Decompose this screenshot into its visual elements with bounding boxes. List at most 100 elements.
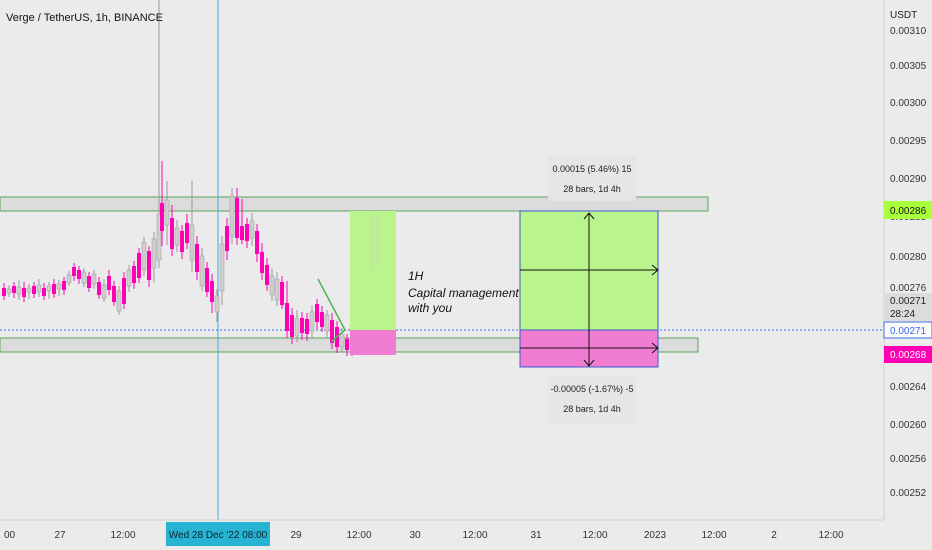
long-position-profit-zone[interactable] (350, 211, 396, 330)
last-price-text: 0.00271 (890, 296, 927, 307)
candle-up (101, 284, 107, 299)
candle-up (189, 224, 195, 261)
candle-up (66, 274, 72, 284)
time-tick-label: 12:00 (462, 530, 487, 541)
time-tick-label: 12:00 (818, 530, 843, 541)
stop-loss-price-text: 0.00268 (890, 350, 927, 361)
currency-label: USDT (890, 10, 917, 21)
candle-down (315, 304, 319, 322)
last-price-badge (884, 293, 932, 321)
measure-up-value: 0.00015 (5.46%) 15 (552, 164, 631, 174)
candle-down (122, 278, 126, 304)
price-tick-label: 0.00256 (890, 454, 927, 465)
long-position-stop-zone[interactable] (350, 330, 396, 355)
candle-down (2, 288, 6, 296)
take-profit-price-text: 0.00286 (890, 206, 927, 217)
candle-up (46, 285, 52, 292)
price-scale-background (884, 0, 932, 520)
candle-down (137, 253, 141, 278)
price-tick-label: 0.00305 (890, 61, 927, 72)
candle-up (324, 314, 330, 332)
time-tick-label: 00 (4, 530, 16, 541)
price-tick-label: 0.00300 (890, 98, 927, 109)
candle-down (285, 303, 289, 331)
time-tick-label: 30 (409, 530, 421, 541)
price-tick-label: 0.00264 (890, 382, 927, 393)
candle-down (305, 319, 309, 334)
candle-up (174, 227, 180, 246)
candle-up (309, 311, 315, 332)
time-tick-label: 29 (290, 530, 302, 541)
candle-down (160, 203, 164, 231)
measure-up-bars: 28 bars, 1d 4h (563, 184, 621, 194)
candle-up (26, 287, 32, 293)
take-profit-price-badge (884, 201, 932, 219)
candle-down (320, 312, 324, 327)
candle-up (91, 273, 97, 285)
crosshair-time-badge (166, 522, 270, 546)
time-scale[interactable]: 00 27 12:00 Wed 28 Dec '22 08:00 29 12:00 30 12… (0, 519, 932, 550)
candle-down (260, 252, 264, 273)
candle-up (269, 275, 275, 296)
time-tick-label: 2 (771, 530, 777, 541)
time-tick-label: 27 (54, 530, 66, 541)
time-tick-label: 12:00 (701, 530, 726, 541)
candle-down (330, 320, 334, 343)
candle-down (180, 231, 184, 252)
candle-down (225, 226, 229, 251)
wedge-pattern-line[interactable] (317, 278, 346, 343)
measure-arrow-right-head (651, 264, 659, 276)
candle-up (116, 290, 122, 312)
candle-down (77, 270, 81, 279)
candle-up (141, 241, 147, 271)
annotation-line-1[interactable]: 1H (408, 269, 424, 283)
candle-down (62, 281, 66, 290)
price-scale[interactable]: USDT 0.00310 0.00305 0.00300 0.00295 0.00290… (883, 0, 932, 520)
stop-loss-price-badge (884, 346, 932, 363)
price-tick-label: 0.00252 (890, 488, 927, 499)
candle-down (255, 231, 259, 254)
candle-up (6, 288, 12, 294)
current-price-badge (883, 321, 932, 339)
candle-up (294, 317, 300, 337)
candle-down (12, 286, 16, 293)
price-tick-label: 0.00280 (890, 252, 927, 263)
current-price-badge-text: 0.00271 (890, 326, 927, 337)
candle-down (112, 286, 116, 302)
candle-down (72, 267, 76, 276)
candle-up (249, 220, 255, 239)
chart-title: Verge / TetherUS, 1h, BINANCE (6, 12, 163, 24)
time-tick-label: 12:00 (582, 530, 607, 541)
candle-up (156, 213, 162, 261)
candle-down (170, 218, 174, 249)
candle-up (339, 333, 345, 348)
candle-countdown-text: 28:24 (890, 309, 915, 320)
candle-down (205, 268, 209, 292)
annotation-line-3[interactable]: with you (408, 301, 452, 315)
price-tick-label: 0.00295 (890, 136, 927, 147)
price-tick-label: 0.00276 (890, 283, 927, 294)
annotation-line-2[interactable]: Capital management (408, 286, 519, 300)
time-tick-label: 2023 (644, 530, 667, 541)
candle-down (87, 276, 91, 288)
candle-down (345, 339, 349, 350)
candle-up (199, 255, 205, 287)
candle-down (235, 198, 239, 238)
candle-up (126, 269, 132, 287)
candle-down (290, 315, 294, 337)
candle-down (52, 284, 56, 294)
candle-down (185, 223, 189, 243)
candle-up (16, 286, 22, 295)
price-tick-label: 0.00290 (890, 174, 927, 185)
time-tick-label: 31 (530, 530, 542, 541)
crosshair-time-label: Wed 28 Dec '22 08:00 (169, 530, 268, 541)
candle-down (245, 224, 249, 241)
measure-up-label-box (548, 155, 636, 201)
candle-down (147, 251, 151, 280)
candle-down (107, 276, 111, 290)
candle-down (97, 282, 101, 295)
candle-up (151, 238, 157, 269)
candle-up (214, 295, 220, 313)
